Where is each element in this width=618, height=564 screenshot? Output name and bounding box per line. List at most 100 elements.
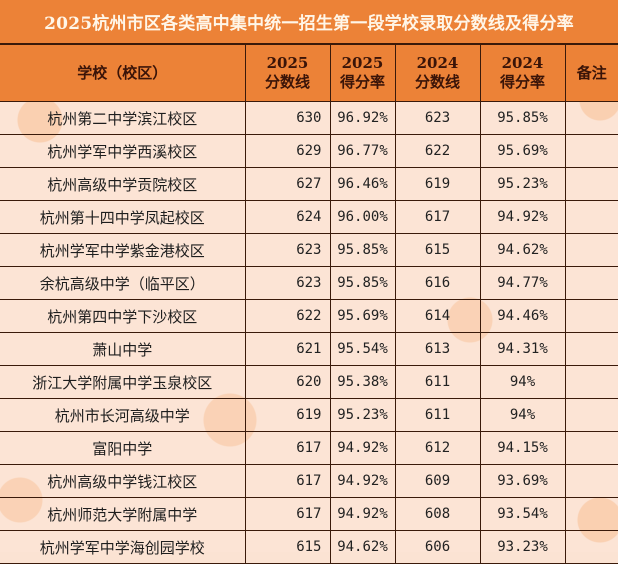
score-2024-cell: 608 [394, 497, 481, 531]
rate-2024-cell: 93.23% [479, 530, 566, 564]
table-row: 富阳中学 617 94.92% 612 94.15% [0, 431, 618, 465]
note-cell [564, 332, 618, 366]
note-cell [564, 233, 618, 267]
score-2025-cell: 630 [244, 101, 331, 135]
rate-2025-cell: 95.54% [329, 332, 396, 366]
header-label: 得分率 [339, 73, 385, 91]
score-2025-cell: 617 [244, 431, 331, 465]
rate-2025-cell: 95.23% [329, 398, 396, 432]
table-row: 杭州第四中学下沙校区 622 95.69% 614 94.46% [0, 299, 618, 333]
note-cell [564, 431, 618, 465]
school-cell: 杭州学军中学紫金港校区 [0, 233, 246, 267]
rate-2024-cell: 94.46% [479, 299, 566, 333]
rate-2024-cell: 95.85% [479, 101, 566, 135]
note-cell [564, 530, 618, 564]
score-2024-cell: 616 [394, 266, 481, 300]
score-2024-cell: 622 [394, 134, 481, 168]
rate-2024-cell: 93.69% [479, 464, 566, 498]
score-2024-cell: 611 [394, 398, 481, 432]
score-2025-cell: 620 [244, 365, 331, 399]
table-row: 浙江大学附属中学玉泉校区 620 95.38% 611 94% [0, 365, 618, 399]
rate-2024-cell: 94.77% [479, 266, 566, 300]
table-title: 2025杭州市区各类高中集中统一招生第一段学校录取分数线及得分率 [0, 0, 618, 44]
rate-2024-cell: 93.54% [479, 497, 566, 531]
table-row: 杭州师范大学附属中学 617 94.92% 608 93.54% [0, 497, 618, 531]
rate-2025-cell: 96.46% [329, 167, 396, 201]
header-year: 2024 [501, 54, 544, 72]
table-row: 杭州学军中学海创园学校 615 94.62% 606 93.23% [0, 530, 618, 564]
school-cell: 杭州市长河高级中学 [0, 398, 246, 432]
score-2024-cell: 623 [394, 101, 481, 135]
school-cell: 杭州师范大学附属中学 [0, 497, 246, 531]
score-2025-cell: 617 [244, 497, 331, 531]
header-note: 备注 [564, 44, 618, 102]
school-cell: 杭州第四中学下沙校区 [0, 299, 246, 333]
header-school-label: 学校（校区） [77, 63, 168, 82]
rate-2025-cell: 94.92% [329, 497, 396, 531]
rate-2025-cell: 94.62% [329, 530, 396, 564]
score-2025-cell: 629 [244, 134, 331, 168]
score-2025-cell: 623 [244, 266, 331, 300]
header-label: 分数线 [264, 73, 310, 91]
rate-2024-cell: 94.62% [479, 233, 566, 267]
rate-2025-cell: 95.85% [329, 233, 396, 267]
table-row: 杭州高级中学钱江校区 617 94.92% 609 93.69% [0, 464, 618, 498]
note-cell [564, 134, 618, 168]
school-cell: 杭州第二中学滨江校区 [0, 101, 246, 135]
table-row: 杭州第十四中学凤起校区 624 96.00% 617 94.92% [0, 200, 618, 234]
table-row: 萧山中学 621 95.54% 613 94.31% [0, 332, 618, 366]
table-row: 余杭高级中学（临平区） 623 95.85% 616 94.77% [0, 266, 618, 300]
admission-score-table: 学校（校区） 2025 分数线 2025 得分率 2024 分数线 2024 得分率 备… [0, 44, 618, 564]
rate-2024-cell: 94% [479, 365, 566, 399]
rate-2025-cell: 94.92% [329, 431, 396, 465]
note-cell [564, 365, 618, 399]
note-cell [564, 101, 618, 135]
score-2025-cell: 621 [244, 332, 331, 366]
score-2025-cell: 619 [244, 398, 331, 432]
header-note-label: 备注 [576, 63, 607, 82]
school-cell: 杭州学军中学西溪校区 [0, 134, 246, 168]
score-2025-cell: 622 [244, 299, 331, 333]
rate-2024-cell: 94.15% [479, 431, 566, 465]
score-2025-cell: 624 [244, 200, 331, 234]
rate-2024-cell: 94.92% [479, 200, 566, 234]
rate-2025-cell: 96.77% [329, 134, 396, 168]
note-cell [564, 497, 618, 531]
header-label: 得分率 [499, 73, 545, 91]
score-2024-cell: 619 [394, 167, 481, 201]
school-cell: 余杭高级中学（临平区） [0, 266, 246, 300]
rate-2025-cell: 96.92% [329, 101, 396, 135]
score-2024-cell: 617 [394, 200, 481, 234]
score-2025-cell: 627 [244, 167, 331, 201]
note-cell [564, 398, 618, 432]
school-cell: 杭州第十四中学凤起校区 [0, 200, 246, 234]
score-2024-cell: 613 [394, 332, 481, 366]
rate-2024-cell: 95.69% [479, 134, 566, 168]
note-cell [564, 299, 618, 333]
note-cell [564, 464, 618, 498]
header-2024-score: 2024 分数线 [394, 44, 481, 102]
rate-2025-cell: 96.00% [329, 200, 396, 234]
rate-2024-cell: 94% [479, 398, 566, 432]
score-2024-cell: 615 [394, 233, 481, 267]
school-cell: 浙江大学附属中学玉泉校区 [0, 365, 246, 399]
rate-2024-cell: 95.23% [479, 167, 566, 201]
header-2025-score: 2025 分数线 [244, 44, 331, 102]
rate-2025-cell: 95.85% [329, 266, 396, 300]
score-2024-cell: 609 [394, 464, 481, 498]
score-2024-cell: 611 [394, 365, 481, 399]
school-cell: 杭州高级中学贡院校区 [0, 167, 246, 201]
header-2025-rate: 2025 得分率 [329, 44, 396, 102]
table-row: 杭州市长河高级中学 619 95.23% 611 94% [0, 398, 618, 432]
table-row: 杭州第二中学滨江校区 630 96.92% 623 95.85% [0, 101, 618, 135]
header-2024-rate: 2024 得分率 [479, 44, 566, 102]
table-row: 杭州学军中学紫金港校区 623 95.85% 615 94.62% [0, 233, 618, 267]
school-cell: 富阳中学 [0, 431, 246, 465]
header-year: 2025 [341, 54, 384, 72]
note-cell [564, 200, 618, 234]
header-year: 2025 [266, 54, 309, 72]
school-cell: 杭州学军中学海创园学校 [0, 530, 246, 564]
score-2024-cell: 612 [394, 431, 481, 465]
score-2025-cell: 615 [244, 530, 331, 564]
